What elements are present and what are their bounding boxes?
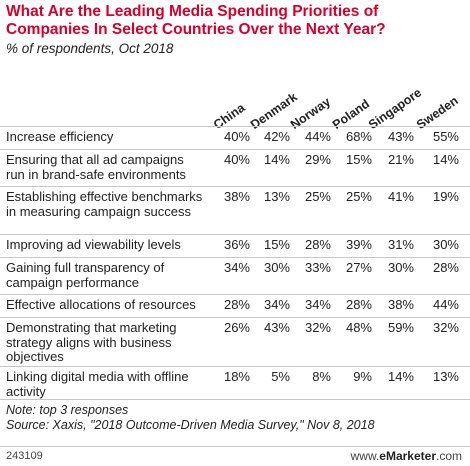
cell-norway: 28% [304,237,331,252]
cell-sweden: 55% [432,129,459,144]
brand-suffix: .com [435,449,462,463]
row-label: Increase efficiency [6,129,114,144]
row-label: Gaining full transparency of campaign pe… [6,260,165,290]
chart-title: What Are the Leading Media Spending Prio… [6,3,386,38]
cell-sweden: 32% [432,320,459,335]
cell-norway: 33% [304,260,331,275]
cell-singapore: 38% [387,297,414,312]
cell-singapore: 30% [387,260,414,275]
cell-china: 40% [223,152,250,167]
row-label: Establishing effective benchmarks in mea… [6,189,203,219]
row-label: Demonstrating that marketing strategy al… [6,320,177,364]
table-row: Establishing effective benchmarks in mea… [0,186,470,234]
cell-poland: 48% [345,320,372,335]
chart-note: Note: top 3 responses [6,403,129,417]
chart-subtitle: % of respondents, Oct 2018 [6,41,174,56]
row-label: Ensuring that all ad campaigns run in br… [6,152,186,182]
cell-poland: 39% [345,237,372,252]
cell-sweden: 14% [432,152,459,167]
cell-norway: 34% [304,297,331,312]
cell-poland: 28% [345,297,372,312]
cell-denmark: 43% [263,320,290,335]
cell-poland: 9% [353,369,372,384]
cell-singapore: 41% [387,189,414,204]
cell-denmark: 13% [263,189,290,204]
cell-poland: 25% [345,189,372,204]
cell-singapore: 43% [387,129,414,144]
cell-denmark: 30% [263,260,290,275]
cell-china: 34% [223,260,250,275]
cell-denmark: 42% [263,129,290,144]
cell-norway: 29% [304,152,331,167]
cell-sweden: 28% [432,260,459,275]
cell-china: 40% [223,129,250,144]
cell-china: 36% [223,237,250,252]
cell-sweden: 30% [432,237,459,252]
cell-denmark: 14% [263,152,290,167]
chart-source: Source: Xaxis, "2018 Outcome-Driven Medi… [6,418,375,432]
cell-china: 28% [223,297,250,312]
cell-singapore: 21% [387,152,414,167]
cell-china: 38% [223,189,250,204]
cell-poland: 27% [345,260,372,275]
row-label: Improving ad viewability levels [6,237,181,252]
cell-denmark: 5% [271,369,290,384]
chart-id: 243109 [6,450,43,462]
cell-poland: 15% [345,152,372,167]
cell-sweden: 44% [432,297,459,312]
row-label: Linking digital media with offline activ… [6,369,189,399]
table-row: Increase efficiency 40% 42% 44% 68% 43% 55% [0,126,470,149]
cell-norway: 8% [312,369,331,384]
cell-norway: 32% [304,320,331,335]
table-row: Gaining full transparency of campaign pe… [0,257,470,294]
cell-norway: 25% [304,189,331,204]
table-row: Demonstrating that marketing strategy al… [0,317,470,366]
cell-singapore: 14% [387,369,414,384]
data-table: Increase efficiency 40% 42% 44% 68% 43% 55% Ens… [0,126,470,400]
cell-singapore: 59% [387,320,414,335]
cell-sweden: 13% [432,369,459,384]
cell-singapore: 31% [387,237,414,252]
footer: 243109 www.eMarketer.com [0,446,470,466]
cell-norway: 44% [304,129,331,144]
table-row: Improving ad viewability levels 36% 15% 28%… [0,234,470,257]
cell-denmark: 15% [263,237,290,252]
cell-china: 26% [223,320,250,335]
row-label: Effective allocations of resources [6,297,196,312]
brand-name: eMarketer [379,449,436,463]
cell-poland: 68% [345,129,372,144]
cell-china: 18% [223,369,250,384]
table-row: Linking digital media with offline activ… [0,366,470,400]
cell-sweden: 19% [432,189,459,204]
cell-denmark: 34% [263,297,290,312]
table-row: Ensuring that all ad campaigns run in br… [0,149,470,186]
table-row: Effective allocations of resources 28% 34%… [0,294,470,317]
brand-prefix: www. [350,449,380,463]
brand-logo: www.eMarketer.com [351,449,462,463]
